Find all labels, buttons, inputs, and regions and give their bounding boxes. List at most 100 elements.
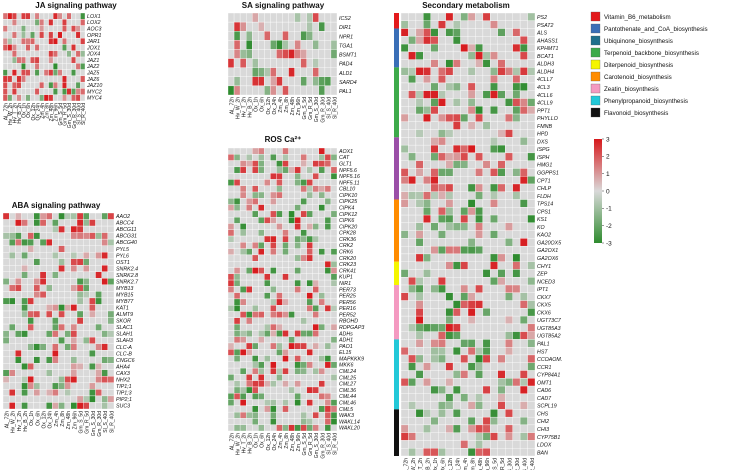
heatmap-cell [34, 81, 40, 89]
heatmap-cell [415, 183, 424, 192]
heatmap-cell [512, 82, 521, 91]
heatmap-cell [497, 331, 506, 340]
heatmap-cell [445, 354, 454, 363]
heatmap-cell [527, 385, 536, 394]
heatmap-cell [71, 69, 77, 77]
heatmap-cell [21, 376, 28, 384]
heatmap-cell [239, 323, 247, 331]
gene-label: OMT1 [537, 380, 552, 386]
heatmap-cell [258, 191, 265, 199]
heatmap-cell [233, 160, 241, 168]
heatmap-cell [39, 271, 47, 279]
heatmap-cell [497, 424, 506, 433]
heatmap-cell [497, 183, 506, 192]
heatmap-cell [64, 310, 72, 318]
heatmap-cell [58, 238, 65, 246]
heatmap-cell [300, 405, 307, 413]
heatmap-cell [30, 25, 36, 33]
heatmap-cell [227, 349, 235, 356]
heatmap-cell [39, 245, 47, 253]
heatmap-cell [52, 25, 58, 33]
legend-label: Zeatin_biosynthesis [604, 86, 659, 93]
heatmap-cell [16, 56, 22, 64]
heatmap-cell [264, 418, 271, 425]
heatmap-cell [33, 376, 41, 384]
heatmap-cell [252, 261, 259, 268]
heatmap-cell [264, 154, 271, 161]
heatmap-cell [482, 129, 491, 138]
heatmap-cell [490, 277, 498, 286]
heatmap-cell [288, 292, 295, 300]
heatmap-cell [423, 416, 431, 426]
heatmap-cell [76, 252, 84, 259]
gene-label: NIR1 [339, 281, 351, 287]
heatmap-cell [324, 160, 332, 168]
heatmap-cell [430, 238, 439, 247]
heatmap-cell [57, 56, 63, 64]
heatmap-cell [27, 278, 35, 286]
heatmap-cell [467, 347, 476, 356]
heatmap-cell [312, 40, 320, 50]
heatmap-cell [39, 376, 47, 384]
heatmap-cell [330, 58, 338, 68]
heatmap-cell [490, 339, 498, 348]
heatmap-cell [2, 330, 10, 338]
heatmap-cell [239, 361, 247, 369]
heatmap-cell [76, 317, 84, 325]
heatmap-cell [482, 416, 491, 426]
heatmap-cell [233, 31, 241, 41]
heatmap-cell [512, 385, 521, 394]
gene-label: 4CLL6 [537, 93, 553, 99]
heatmap-cell [306, 147, 313, 155]
heatmap-cell [264, 248, 271, 256]
heatmap-cell [423, 409, 431, 418]
heatmap-cell [264, 85, 271, 96]
heatmap-cell [467, 308, 476, 317]
heatmap-cell [423, 191, 431, 200]
heatmap-cell [400, 106, 409, 115]
heatmap-cell [294, 361, 301, 369]
column-label: Sl_R_40d [109, 411, 115, 433]
heatmap-cell [460, 98, 469, 107]
heatmap-cell [52, 63, 58, 70]
column-label: Sl_R_40d [332, 433, 338, 455]
heatmap-cell [430, 424, 439, 433]
heatmap-cell [408, 238, 417, 247]
heatmap-cell [8, 343, 16, 351]
heatmap-cell [306, 172, 313, 180]
heatmap-cell [497, 207, 506, 216]
heatmap-cell [21, 88, 26, 95]
heatmap-cell [15, 363, 22, 370]
heatmap-cell [423, 82, 431, 91]
heatmap-cell [438, 315, 446, 325]
gene-label: LOX2 [87, 20, 101, 26]
heatmap-cell [430, 253, 439, 262]
heatmap-cell [71, 94, 77, 102]
heatmap-cell [70, 219, 78, 227]
heatmap-cell [460, 401, 469, 410]
heatmap-cell [430, 308, 439, 317]
heatmap-cell [45, 245, 53, 253]
heatmap-cell [66, 44, 72, 51]
heatmap-cell [445, 144, 454, 154]
heatmap-cell [245, 210, 253, 218]
heatmap-cell [408, 168, 417, 177]
heatmap-cell [497, 339, 506, 348]
heatmap-cell [400, 331, 409, 340]
gene-label: UGT85A3 [537, 326, 561, 332]
heatmap-cell [288, 147, 295, 155]
heatmap-cell [245, 49, 253, 59]
heatmap-cell [227, 185, 235, 193]
heatmap-cell [282, 147, 289, 155]
heatmap-cell [512, 300, 521, 309]
heatmap-cell [82, 297, 90, 305]
heatmap-cell [460, 385, 469, 394]
heatmap-cell [490, 323, 498, 332]
column-label: Zm_96h [72, 411, 78, 430]
heatmap-cell [312, 191, 320, 199]
heatmap-cell [294, 267, 301, 274]
heatmap-cell [415, 315, 424, 325]
heatmap-cell [423, 67, 431, 76]
heatmap-cell [415, 168, 424, 177]
heatmap-cell [527, 253, 536, 262]
